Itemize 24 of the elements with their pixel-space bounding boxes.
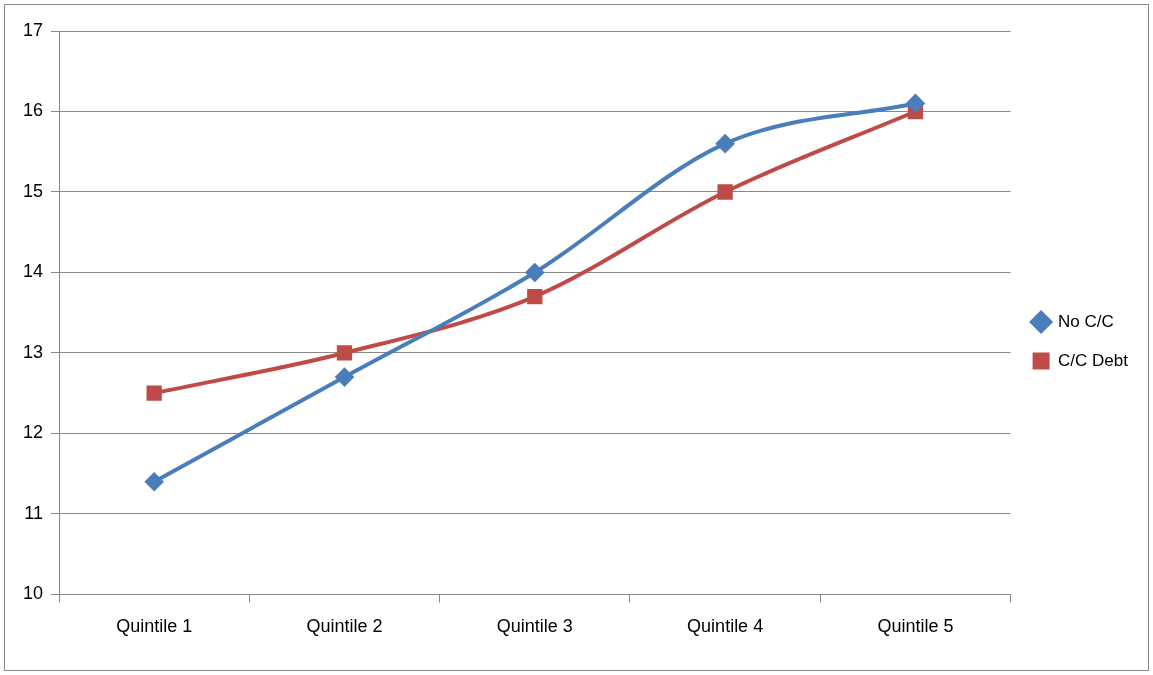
- point: [716, 134, 735, 153]
- point: [527, 288, 543, 305]
- legend-label: No C/C: [1058, 311, 1114, 331]
- point: [145, 472, 164, 491]
- y-tick-label: 17: [22, 19, 44, 40]
- y-tick-label: 14: [22, 261, 44, 282]
- point: [336, 345, 353, 361]
- x-tick-label: Quintile 1: [116, 616, 193, 637]
- x-tick-label: Quintile 5: [877, 616, 954, 637]
- x-tick-label: Quintile 4: [687, 616, 764, 637]
- point: [525, 263, 544, 282]
- x-tick-label: Quintile 3: [496, 616, 573, 637]
- legend-label: C/C Debt: [1058, 350, 1129, 370]
- y-tick-label: 10: [22, 583, 44, 604]
- y-tick-label: 13: [22, 341, 44, 362]
- y-tick-label: 16: [22, 100, 44, 121]
- x-tick-label: Quintile 2: [306, 616, 383, 637]
- y-tick-label: 15: [22, 180, 44, 201]
- point: [717, 184, 733, 200]
- y-tick-label: 11: [24, 502, 44, 523]
- point: [906, 94, 925, 113]
- point: [146, 385, 162, 401]
- y-tick-label: 12: [22, 422, 44, 443]
- point: [335, 368, 354, 387]
